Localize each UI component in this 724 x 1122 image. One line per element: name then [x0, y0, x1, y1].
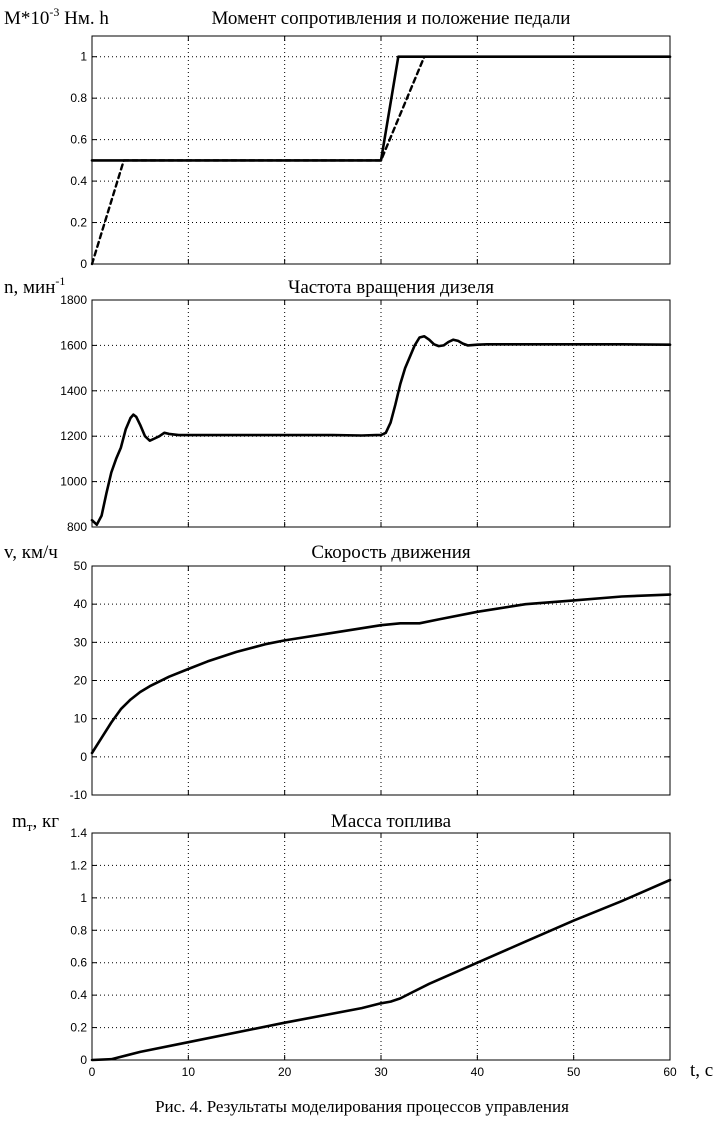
x-tick-label: 60 [663, 1065, 677, 1079]
chart-title: Частота вращения дизеля [288, 277, 494, 298]
y-tick-label: 0.4 [70, 174, 87, 188]
y-axis-label: v, км/ч [4, 542, 58, 563]
x-tick-label: 50 [567, 1065, 581, 1079]
y-tick-label: 0.8 [70, 923, 87, 937]
y-tick-label: 0 [80, 1053, 87, 1067]
y-tick-label: 0.2 [70, 216, 87, 230]
series-line-solid [90, 334, 672, 527]
y-axis-label: mт, кг [12, 811, 59, 834]
y-tick-label: 1800 [60, 293, 87, 307]
y-tick-label: 800 [67, 520, 87, 534]
plot-frame [91, 35, 671, 265]
x-tick-label: 20 [278, 1065, 292, 1079]
y-tick-label: 1000 [60, 475, 87, 489]
y-tick-label: 0.6 [70, 956, 87, 970]
y-tick-label: 0.2 [70, 1021, 87, 1035]
y-tick-label: 0.4 [70, 988, 87, 1002]
y-tick-label: 20 [74, 674, 88, 688]
x-tick-label: 0 [89, 1065, 96, 1079]
chart-title: Скорость движения [311, 542, 471, 563]
y-tick-label: 40 [74, 597, 88, 611]
y-axis-label: n, мин-1 [4, 274, 65, 298]
x-tick-label: 10 [182, 1065, 196, 1079]
y-tick-label: -10 [70, 788, 88, 802]
y-tick-label: 0 [80, 750, 87, 764]
y-tick-label: 1400 [60, 384, 87, 398]
chart-panel-1: 0 0.2 0.4 0.6 0.8 1 Момент сопротивления и пол… [4, 5, 672, 271]
y-tick-label: 1200 [60, 429, 87, 443]
y-tick-label: 1 [80, 891, 87, 905]
y-tick-label: 0 [80, 257, 87, 271]
x-axis-label: t, с [690, 1060, 713, 1081]
chart-title: Момент сопротивления и положение педали [212, 8, 571, 29]
y-tick-label: 30 [74, 635, 88, 649]
y-tick-label: 1 [80, 50, 87, 64]
x-tick-label: 40 [471, 1065, 485, 1079]
chart-panel-3: -10 0 10 20 30 40 50 Скорость движения v, км/ч [4, 542, 672, 802]
y-tick-label: 1.2 [70, 858, 87, 872]
figure-caption: Рис. 4. Результаты моделирования процесс… [155, 1097, 569, 1116]
series-line-solid [90, 878, 672, 1062]
y-axis-label: M*10-3 Нм. h [4, 5, 109, 29]
y-tick-label: 0.6 [70, 133, 87, 147]
y-tick-label: 10 [74, 712, 88, 726]
y-tick-label: 50 [74, 559, 88, 573]
series-line-dashed [90, 55, 426, 266]
series-line-solid [90, 593, 672, 755]
y-tick-label: 1600 [60, 338, 87, 352]
y-tick-label: 0.8 [70, 91, 87, 105]
x-tick-label: 30 [374, 1065, 388, 1079]
chart-panel-4: 0 0.2 0.4 0.6 0.8 1 1.2 1.4 0 10 20 30 40 50 60 Масса т… [12, 811, 677, 1079]
y-tick-label: 1.4 [70, 826, 87, 840]
chart-panel-2: 800 1000 1200 1400 1600 1800 Частота вращения … [4, 274, 672, 534]
chart-title: Масса топлива [331, 811, 452, 832]
